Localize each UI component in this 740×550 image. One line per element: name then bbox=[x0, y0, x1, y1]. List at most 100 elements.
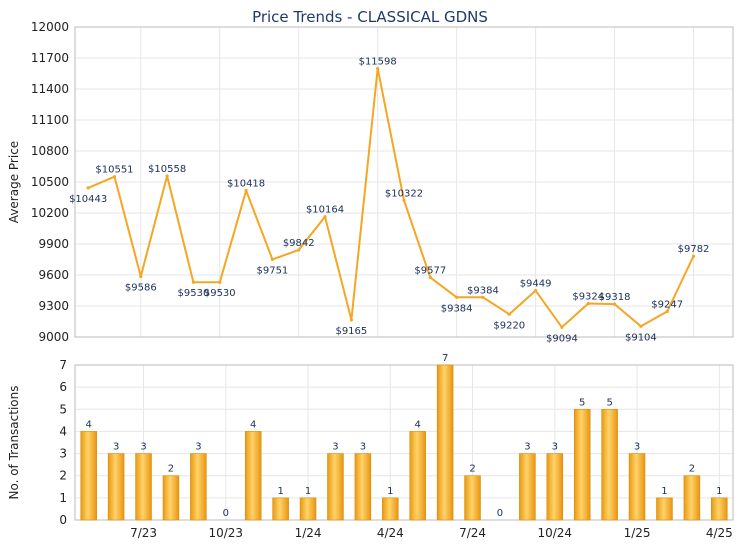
y-tick-label: 3 bbox=[59, 447, 67, 461]
bar-data-label: 0 bbox=[223, 508, 229, 519]
price-point bbox=[481, 295, 485, 299]
price-data-label: $10443 bbox=[69, 194, 107, 205]
price-data-label: $9324 bbox=[572, 292, 604, 303]
plot-border bbox=[74, 26, 734, 338]
y-axis-title: No. of Transactions bbox=[7, 385, 21, 499]
y-tick-label: 12000 bbox=[31, 20, 69, 34]
y-tick-label: 11100 bbox=[31, 113, 69, 127]
price-data-label: $9318 bbox=[599, 292, 631, 303]
price-panel: 9000 9300 9600 9900 10200 10500 10800 11100 1140… bbox=[7, 20, 734, 344]
price-point bbox=[349, 318, 353, 322]
y-tick-label: 1 bbox=[59, 491, 67, 505]
price-point bbox=[165, 174, 169, 178]
y-tick-label: 9600 bbox=[38, 268, 69, 282]
y-tick-label: 7 bbox=[59, 358, 67, 372]
price-point bbox=[297, 248, 301, 252]
price-point bbox=[218, 280, 222, 284]
transaction-bar bbox=[382, 497, 399, 521]
price-data-label: $11598 bbox=[359, 57, 397, 68]
transaction-bar bbox=[244, 431, 262, 521]
x-tick-label: 7/24 bbox=[459, 526, 486, 540]
price-point bbox=[323, 215, 327, 219]
price-data-label: $9530 bbox=[178, 288, 210, 299]
plot-border bbox=[74, 364, 734, 521]
bar-data-label: 1 bbox=[387, 486, 393, 497]
transaction-bar bbox=[190, 453, 207, 521]
transaction-bar bbox=[436, 364, 454, 521]
price-point bbox=[112, 175, 117, 179]
transaction-bar bbox=[628, 453, 646, 521]
transaction-bar bbox=[162, 475, 180, 521]
transaction-bar bbox=[107, 453, 125, 521]
price-data-label: $9751 bbox=[256, 265, 288, 276]
transaction-bar bbox=[135, 453, 152, 521]
price-point bbox=[376, 66, 380, 71]
transaction-bar bbox=[519, 453, 536, 521]
bar-data-label: 2 bbox=[168, 464, 174, 475]
y-tick-label: 0 bbox=[59, 513, 67, 527]
price-data-label: $9842 bbox=[283, 238, 315, 249]
price-data-label: $9530 bbox=[204, 288, 236, 299]
transaction-bar bbox=[272, 497, 289, 521]
bar-data-label: 4 bbox=[415, 419, 421, 430]
bar-data-label: 2 bbox=[689, 464, 695, 475]
price-data-label: $9449 bbox=[520, 279, 552, 290]
price-data-label: $9104 bbox=[625, 332, 657, 343]
bar-data-label: 1 bbox=[305, 486, 311, 497]
x-tick-label: 10/23 bbox=[208, 526, 243, 540]
price-data-label: $9384 bbox=[441, 303, 473, 314]
price-data-label: $9247 bbox=[651, 299, 683, 310]
price-point bbox=[86, 186, 90, 190]
y-tick-label: 6 bbox=[59, 380, 67, 394]
y-tick-label: 2 bbox=[59, 469, 67, 483]
x-tick-label: 4/25 bbox=[706, 526, 733, 540]
transaction-bar bbox=[299, 497, 317, 521]
bar-data-label: 3 bbox=[140, 442, 146, 453]
price-point bbox=[507, 312, 511, 316]
bar-data-label: 5 bbox=[606, 397, 612, 408]
y-tick-label: 11400 bbox=[31, 82, 69, 96]
bar-data-label: 0 bbox=[497, 508, 503, 519]
price-data-label: $9384 bbox=[467, 285, 499, 296]
chart-title: Price Trends - CLASSICAL GDNS bbox=[252, 8, 488, 26]
transaction-bar bbox=[464, 475, 481, 521]
bar-data-label: 5 bbox=[579, 397, 585, 408]
y-tick-label: 9300 bbox=[38, 299, 69, 313]
price-point bbox=[139, 274, 143, 279]
price-point bbox=[244, 188, 248, 193]
bar-data-label: 4 bbox=[86, 419, 92, 430]
x-tick-label: 10/24 bbox=[537, 526, 572, 540]
x-tick-label: 4/24 bbox=[377, 526, 404, 540]
price-point bbox=[639, 324, 643, 328]
price-data-label: $9094 bbox=[546, 333, 578, 344]
x-tick-label: 1/25 bbox=[624, 526, 651, 540]
bar-data-label: 1 bbox=[277, 486, 283, 497]
bar-data-label: 3 bbox=[524, 442, 530, 453]
transaction-bar bbox=[354, 453, 372, 521]
price-point bbox=[534, 289, 538, 293]
y-tick-label: 4 bbox=[59, 424, 67, 438]
bar-data-label: 3 bbox=[332, 442, 338, 453]
price-data-label: $9577 bbox=[414, 265, 446, 276]
price-data-label: $9220 bbox=[493, 320, 525, 331]
price-point bbox=[270, 257, 274, 261]
y-tick-label: 10800 bbox=[31, 144, 69, 158]
price-point bbox=[402, 198, 406, 202]
price-point bbox=[560, 325, 564, 329]
bar-data-label: 7 bbox=[442, 353, 448, 364]
transaction-bar bbox=[711, 497, 728, 521]
price-point bbox=[428, 275, 432, 279]
transaction-bar bbox=[656, 497, 673, 521]
transaction-bar bbox=[327, 453, 344, 521]
bar-data-label: 3 bbox=[195, 442, 201, 453]
bar-data-label: 4 bbox=[250, 419, 256, 430]
transaction-bar bbox=[546, 453, 564, 521]
price-data-label: $9586 bbox=[125, 282, 157, 293]
price-data-label: $10164 bbox=[306, 205, 344, 216]
bar-data-label: 3 bbox=[360, 442, 366, 453]
transaction-bar bbox=[601, 408, 618, 521]
price-data-label: $9782 bbox=[678, 244, 710, 255]
price-point bbox=[191, 280, 196, 284]
price-data-label: $10322 bbox=[385, 188, 423, 199]
